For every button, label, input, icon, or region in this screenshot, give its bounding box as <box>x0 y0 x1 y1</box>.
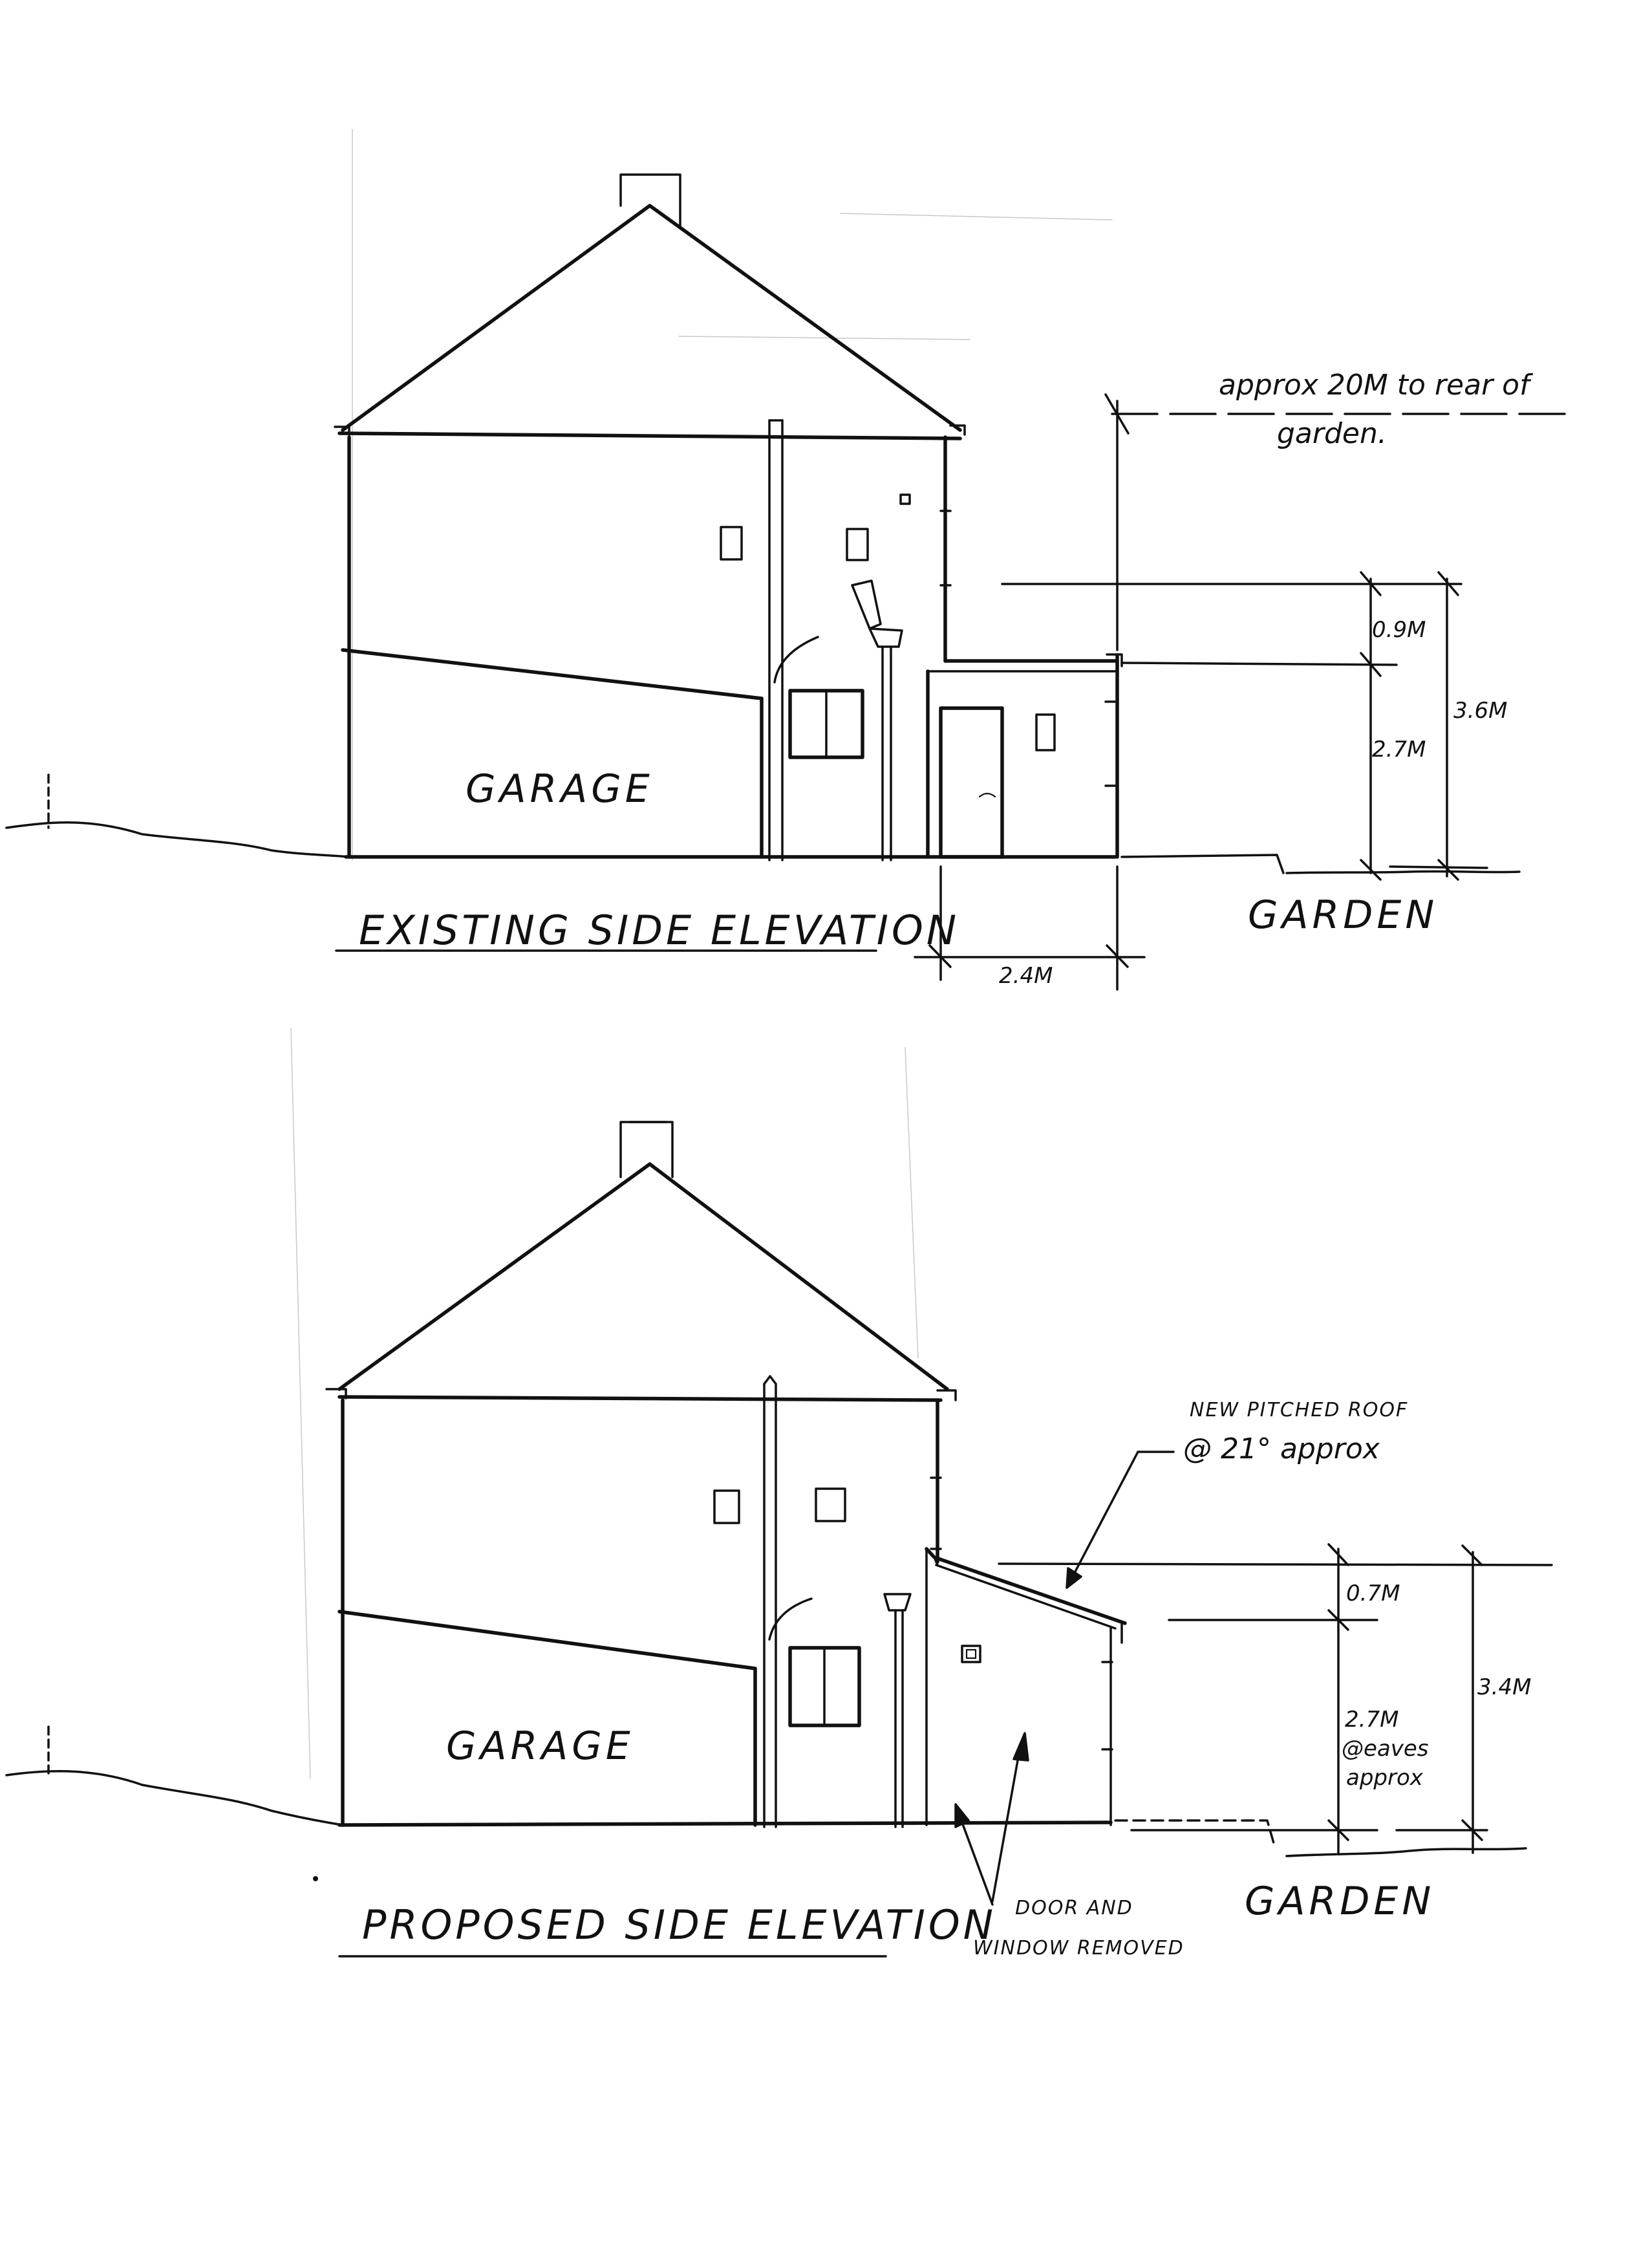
ground-line <box>338 1820 1113 1827</box>
ink-dot <box>313 1876 318 1881</box>
proposed-title: PROPOSED SIDE ELEVATION <box>362 1901 996 1949</box>
removed-note-line-1: DOOR AND <box>1015 1897 1133 1919</box>
proposed-dim-lower-2: @eaves <box>1342 1736 1429 1762</box>
roof-note-line-1: NEW PITCHED ROOF <box>1190 1399 1408 1421</box>
proposed-dim-upper: 0.7M <box>1346 1581 1400 1606</box>
existing-dim-width: 2.4M <box>999 963 1053 989</box>
existing-elevation <box>5 173 1566 991</box>
eaves-line <box>338 431 962 440</box>
garage-roof <box>341 648 764 700</box>
chimney <box>619 1121 674 1178</box>
extension-window <box>1035 713 1056 751</box>
new-pitched-roof <box>925 1547 1127 1625</box>
small-window-1 <box>720 526 743 561</box>
proposed-garage-label: GARAGE <box>446 1723 634 1769</box>
existing-garden-label: GARDEN <box>1248 892 1438 938</box>
existing-garage-label: GARAGE <box>466 766 654 812</box>
removed-note-line-2: WINDOW REMOVED <box>973 1937 1184 1960</box>
existing-note-line-1: approx 20M to rear of <box>1219 369 1534 402</box>
proposed-dim-lower-1: 2.7M <box>1345 1707 1398 1733</box>
construction-guides <box>290 129 1113 1779</box>
roof-gable <box>341 204 962 432</box>
small-window-2 <box>815 1487 846 1522</box>
roof-note-line-2: @ 21° approx <box>1183 1432 1380 1465</box>
existing-dim-total: 3.6M <box>1453 698 1507 724</box>
existing-title: EXISTING SIDE ELEVATION <box>359 907 959 954</box>
roof-gable <box>338 1162 949 1391</box>
existing-note-line-2: garden. <box>1277 417 1387 450</box>
proposed-elevation <box>5 1121 1553 1958</box>
proposed-dim-total: 3.4M <box>1477 1674 1531 1700</box>
proposed-garden-label: GARDEN <box>1245 1879 1435 1924</box>
chimney <box>619 173 681 228</box>
eaves-line <box>338 1395 943 1402</box>
existing-dim-upper: 0.9M <box>1372 617 1426 643</box>
garage-roof <box>338 1610 757 1670</box>
existing-dim-lower: 2.7M <box>1372 737 1426 762</box>
roof-arrow-head <box>1066 1567 1082 1589</box>
small-window-1 <box>713 1489 740 1524</box>
small-window-2 <box>846 528 869 561</box>
extension-door <box>939 706 1004 859</box>
proposed-dim-lower-3: approx <box>1346 1765 1424 1791</box>
